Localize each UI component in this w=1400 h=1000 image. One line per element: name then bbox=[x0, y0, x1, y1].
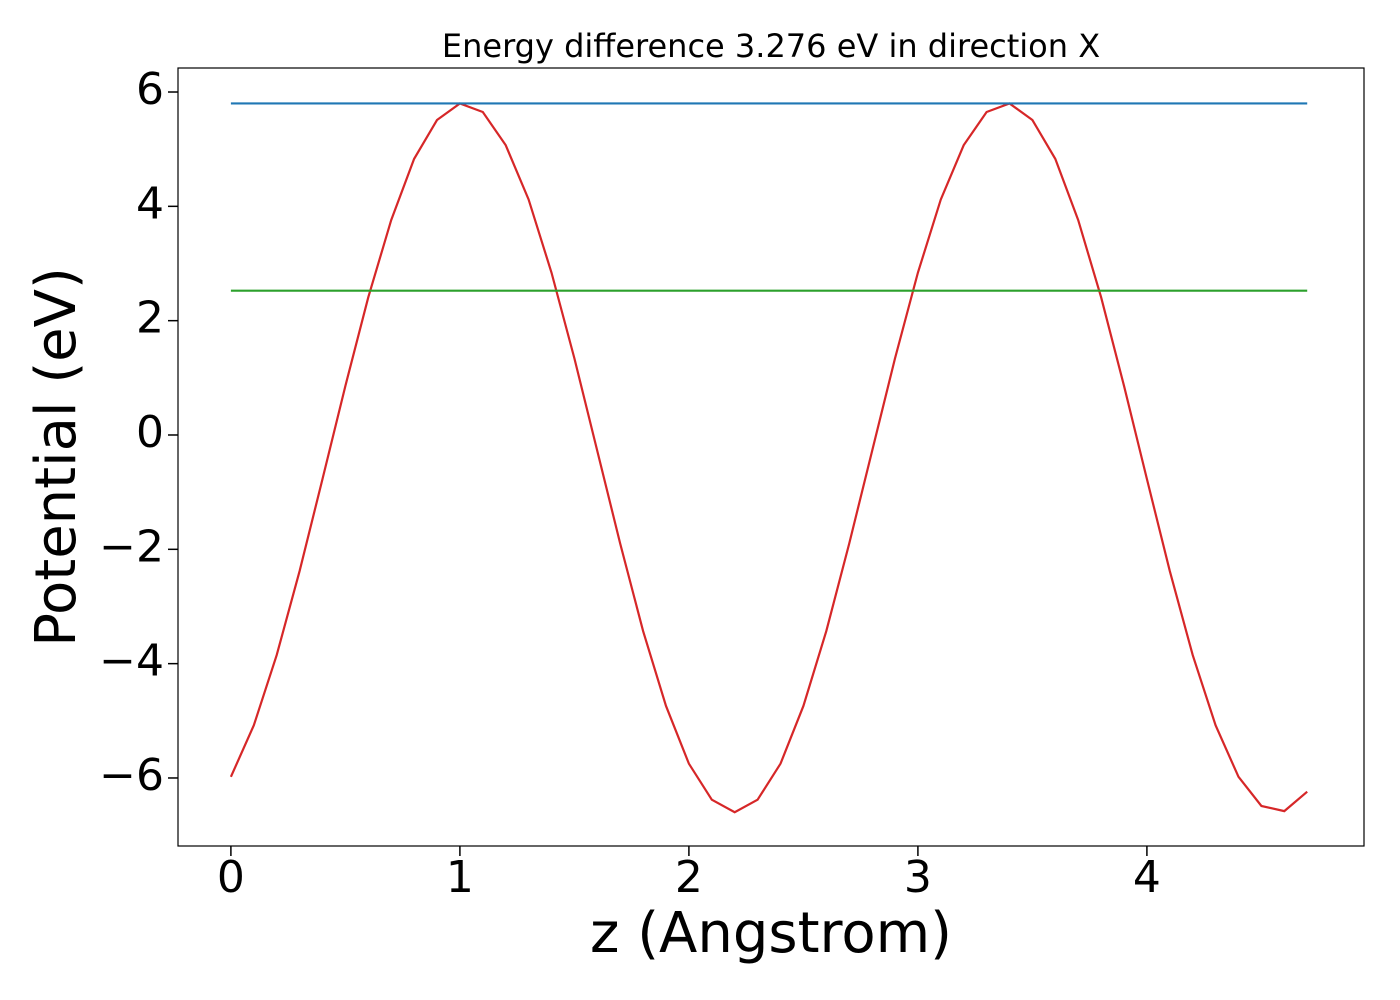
y-tick-label: 6 bbox=[136, 64, 164, 115]
y-tick-label: −6 bbox=[99, 750, 164, 801]
y-tick-label: −2 bbox=[99, 521, 164, 572]
x-tick-label: 2 bbox=[675, 852, 703, 903]
y-tick-label: 0 bbox=[136, 407, 164, 458]
chart-title: Energy difference 3.276 eV in direction … bbox=[442, 27, 1100, 65]
y-tick-label: 2 bbox=[136, 293, 164, 344]
y-tick-label: 4 bbox=[136, 178, 164, 229]
plot-frame bbox=[177, 67, 1365, 847]
y-tick-label: −4 bbox=[99, 636, 164, 687]
x-tick-label: 3 bbox=[904, 852, 932, 903]
x-tick-label: 0 bbox=[217, 852, 245, 903]
data-line bbox=[229, 102, 1308, 814]
x-axis-label: z (Angstrom) bbox=[590, 901, 952, 966]
y-axis-label: Potential (eV) bbox=[24, 267, 89, 647]
x-tick-label: 4 bbox=[1133, 852, 1161, 903]
x-tick-label: 1 bbox=[446, 852, 474, 903]
